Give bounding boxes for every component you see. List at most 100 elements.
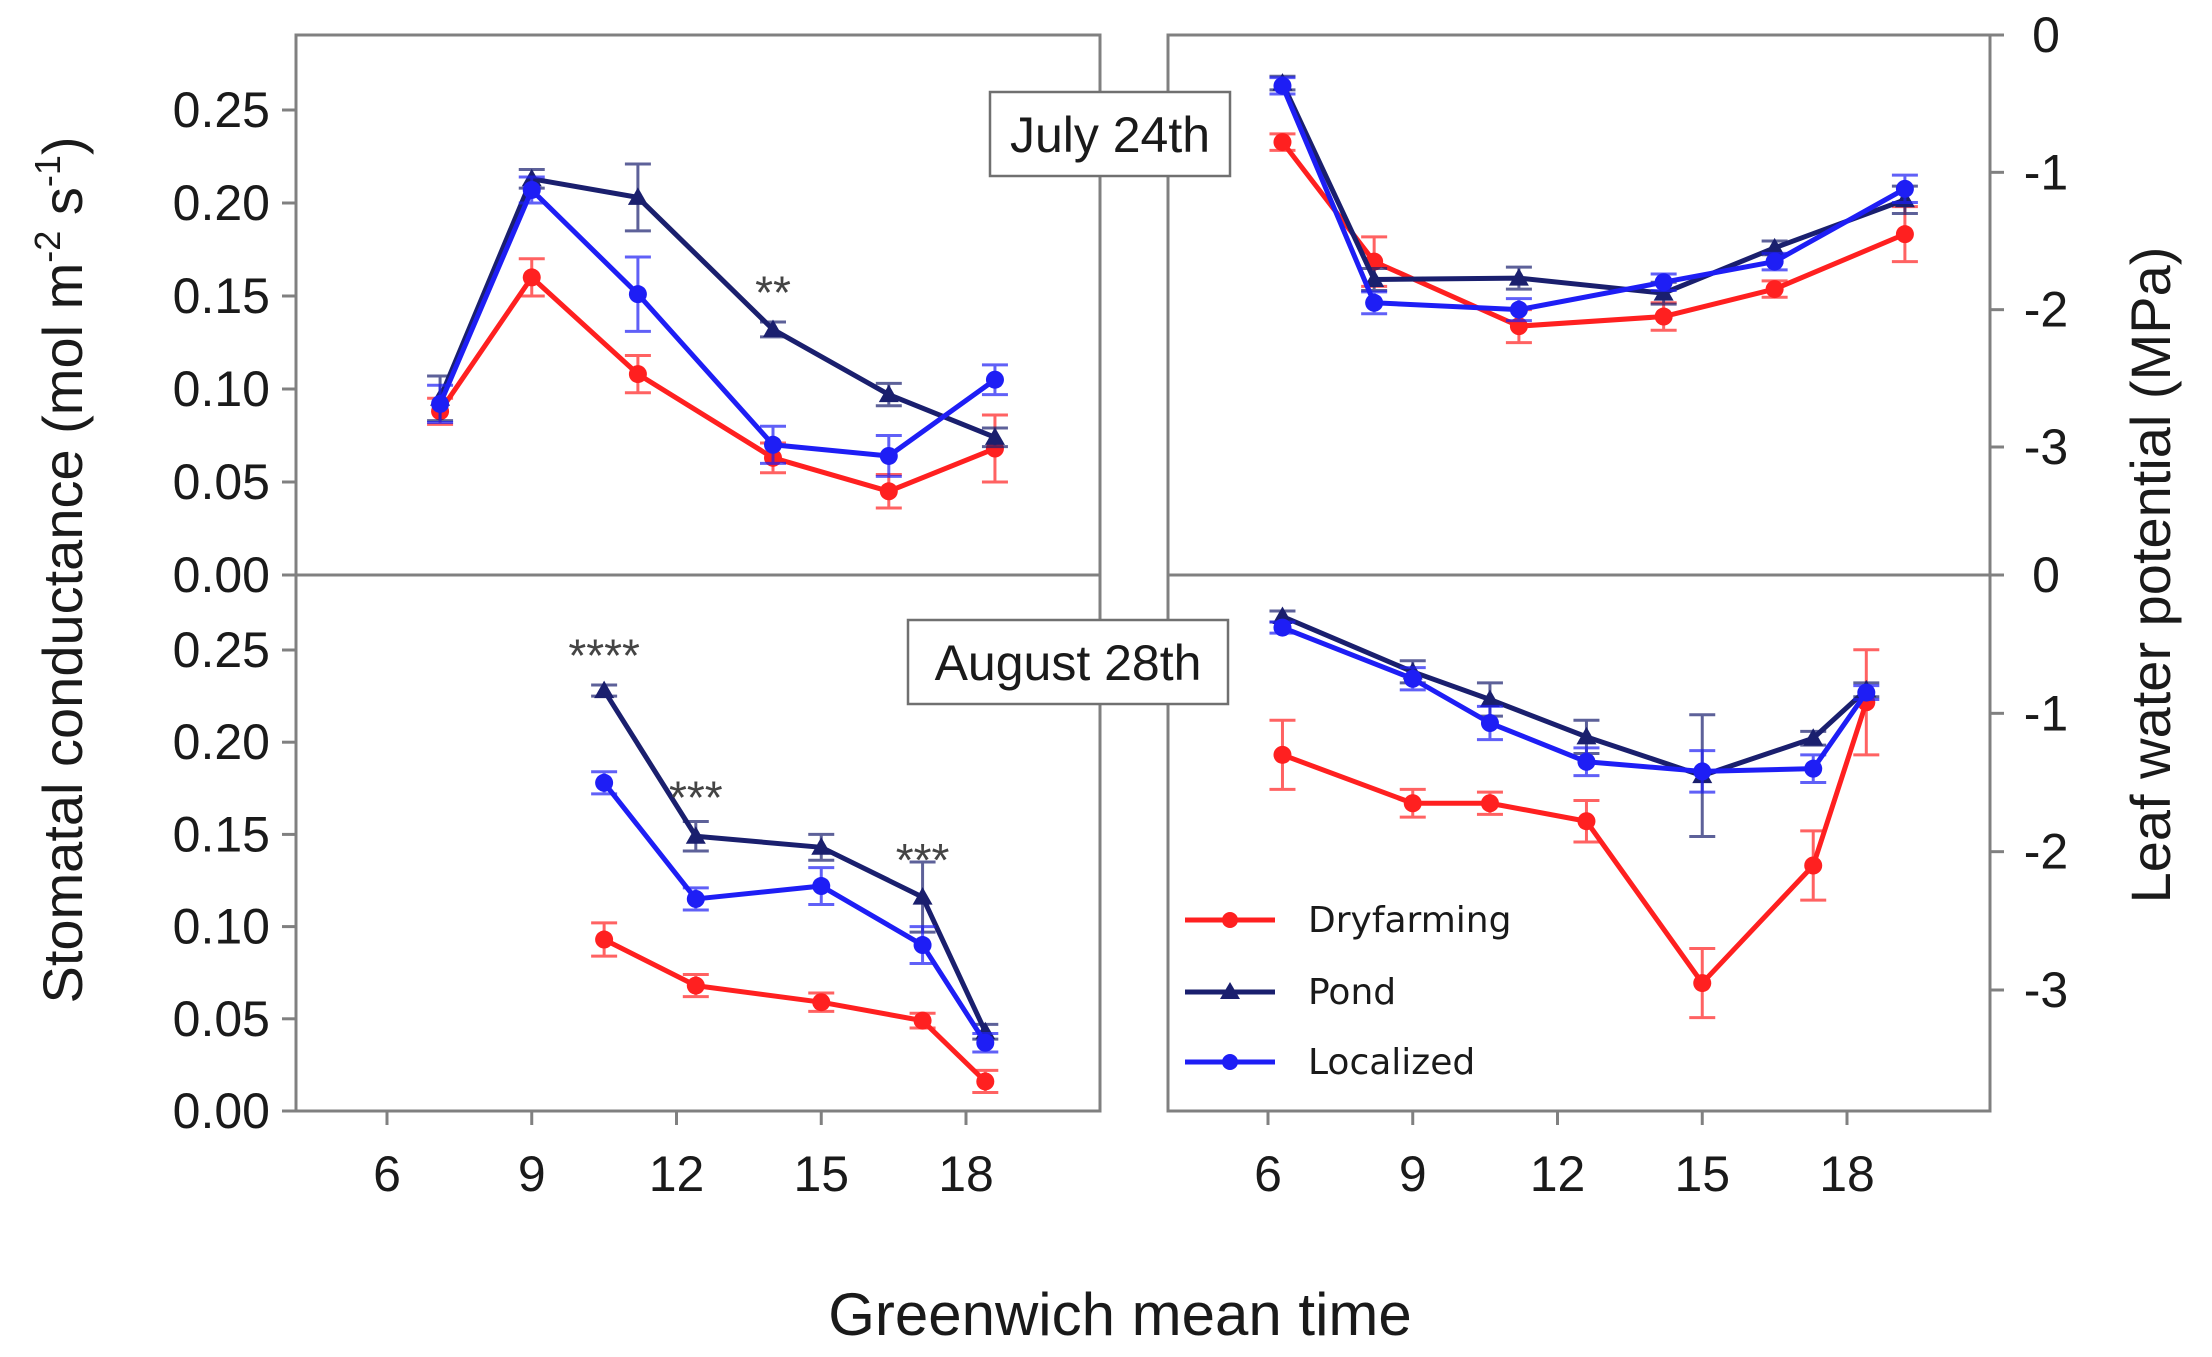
legend-marker-localized xyxy=(1222,1054,1238,1070)
data-point xyxy=(1764,237,1785,256)
x-tick-label-left-1: 9 xyxy=(518,1146,546,1202)
data-point xyxy=(522,180,541,199)
panel-series-bottom-left: ********** xyxy=(568,630,999,1095)
panel-series-bottom-right xyxy=(1269,606,1880,1020)
right-y-tick-label-top-1: -1 xyxy=(2024,144,2068,200)
x-tick-label-left-0: 6 xyxy=(373,1146,401,1202)
legend-label-dryfarming: Dryfarming xyxy=(1308,900,1511,941)
x-tick-label-right-3: 15 xyxy=(1674,1146,1730,1202)
panel-frames xyxy=(294,33,1992,1113)
series-pond-bottom-left xyxy=(591,680,999,1041)
data-point xyxy=(976,1033,995,1052)
data-point xyxy=(913,1011,932,1030)
series-localized-top-right xyxy=(1269,76,1918,323)
data-point xyxy=(912,887,933,905)
left-y-tick-label-bottom-2: 0.10 xyxy=(173,899,270,955)
data-point xyxy=(628,365,647,384)
data-point xyxy=(1403,794,1422,813)
left-y-tick-label-bottom-0: 0.00 xyxy=(173,1083,270,1139)
left-y-tick-label-bottom-5: 0.25 xyxy=(173,622,270,678)
data-point xyxy=(628,285,647,304)
data-point xyxy=(1577,812,1596,831)
data-point xyxy=(812,877,831,896)
data-point xyxy=(1364,269,1385,287)
right-y-tick-label-top-2: -2 xyxy=(2024,282,2068,338)
left-y-tick-label-top-5: 0.25 xyxy=(173,82,270,138)
right-y-tick-label-bottom-1: -1 xyxy=(2024,685,2068,741)
data-point xyxy=(976,1072,995,1091)
series-dryfarming-bottom-left xyxy=(591,921,999,1095)
series-localized-top-left xyxy=(427,175,1008,478)
data-point xyxy=(1273,618,1292,637)
data-point xyxy=(594,680,615,699)
data-point xyxy=(686,976,705,995)
series-line xyxy=(603,937,988,1084)
data-point xyxy=(1765,280,1784,299)
series-line xyxy=(437,187,997,459)
data-point xyxy=(431,394,450,413)
data-point xyxy=(985,370,1004,389)
series-dryfarming-top-right xyxy=(1269,132,1918,345)
date-label-july: July 24th xyxy=(988,90,1232,178)
data-point xyxy=(1693,762,1712,781)
data-point xyxy=(595,930,614,949)
data-series: ************ xyxy=(427,73,1918,1095)
data-point xyxy=(812,993,831,1012)
legend-entry-dryfarming: Dryfarming xyxy=(1185,900,1511,941)
date-label-july-text: July 24th xyxy=(1010,107,1210,163)
right-y-tick-label-bottom-3: -3 xyxy=(2024,962,2068,1018)
date-label-august: August 28th xyxy=(906,618,1230,706)
x-tick-label-right-2: 12 xyxy=(1530,1146,1586,1202)
x-tick-label-right-0: 6 xyxy=(1254,1146,1282,1202)
significance-label: *** xyxy=(669,772,723,824)
data-point xyxy=(1576,726,1597,745)
right-y-tick-label-top-0: 0 xyxy=(2032,7,2060,63)
left-y-tick-label-top-3: 0.15 xyxy=(173,268,270,324)
series-line xyxy=(1281,614,1868,779)
panel-frame-top-left xyxy=(294,33,1102,577)
series-localized-bottom-left xyxy=(591,770,999,1054)
data-point xyxy=(1480,714,1499,733)
data-point xyxy=(685,826,706,844)
data-point xyxy=(1804,759,1823,778)
series-localized-bottom-right xyxy=(1269,618,1880,794)
left-y-tick-label-bottom-4: 0.20 xyxy=(173,714,270,770)
data-point xyxy=(1693,974,1712,993)
data-point xyxy=(1804,856,1823,875)
data-point xyxy=(1765,252,1784,271)
data-point xyxy=(1857,683,1876,702)
legend-marker-dryfarming xyxy=(1222,912,1238,928)
left-y-axis-title: Stomatal conductance (mol m-2 s-1) xyxy=(27,136,94,1003)
panel-series-top-right xyxy=(1269,73,1918,345)
data-point xyxy=(1654,273,1673,292)
data-point xyxy=(879,446,898,465)
right-y-tick-label-top-3: -3 xyxy=(2024,419,2068,475)
legend-marker-pond xyxy=(1220,982,1240,999)
data-point xyxy=(595,773,614,792)
data-point xyxy=(984,427,1005,445)
right-y-tick-label-bottom-2: -2 xyxy=(2024,824,2068,880)
right-y-tick-label-bottom-0: 0 xyxy=(2032,547,2060,603)
data-point xyxy=(1403,669,1422,688)
data-point xyxy=(1577,752,1596,771)
data-point xyxy=(879,482,898,501)
data-point xyxy=(1895,225,1914,244)
data-point xyxy=(878,384,899,403)
axes: 0.00 0.05 0.10 0.15 0.20 0.25 0.00 0.05 0.10 0.15… xyxy=(173,7,2069,1202)
data-point xyxy=(1509,300,1528,319)
data-point xyxy=(627,187,648,205)
x-axis-title: Greenwich mean time xyxy=(828,1281,1412,1348)
data-point xyxy=(1654,307,1673,326)
left-y-title-mid: s xyxy=(31,187,94,231)
data-point xyxy=(1272,606,1293,624)
left-y-tick-label-top-0: 0.00 xyxy=(173,547,270,603)
x-tick-label-left-2: 12 xyxy=(649,1146,705,1202)
legend-label-localized: Localized xyxy=(1308,1042,1475,1083)
left-y-tick-label-bottom-3: 0.15 xyxy=(173,806,270,862)
x-tick-label-right-4: 18 xyxy=(1819,1146,1875,1202)
data-point xyxy=(1273,76,1292,95)
data-point xyxy=(1365,293,1384,312)
legend-label-pond: Pond xyxy=(1308,972,1396,1013)
